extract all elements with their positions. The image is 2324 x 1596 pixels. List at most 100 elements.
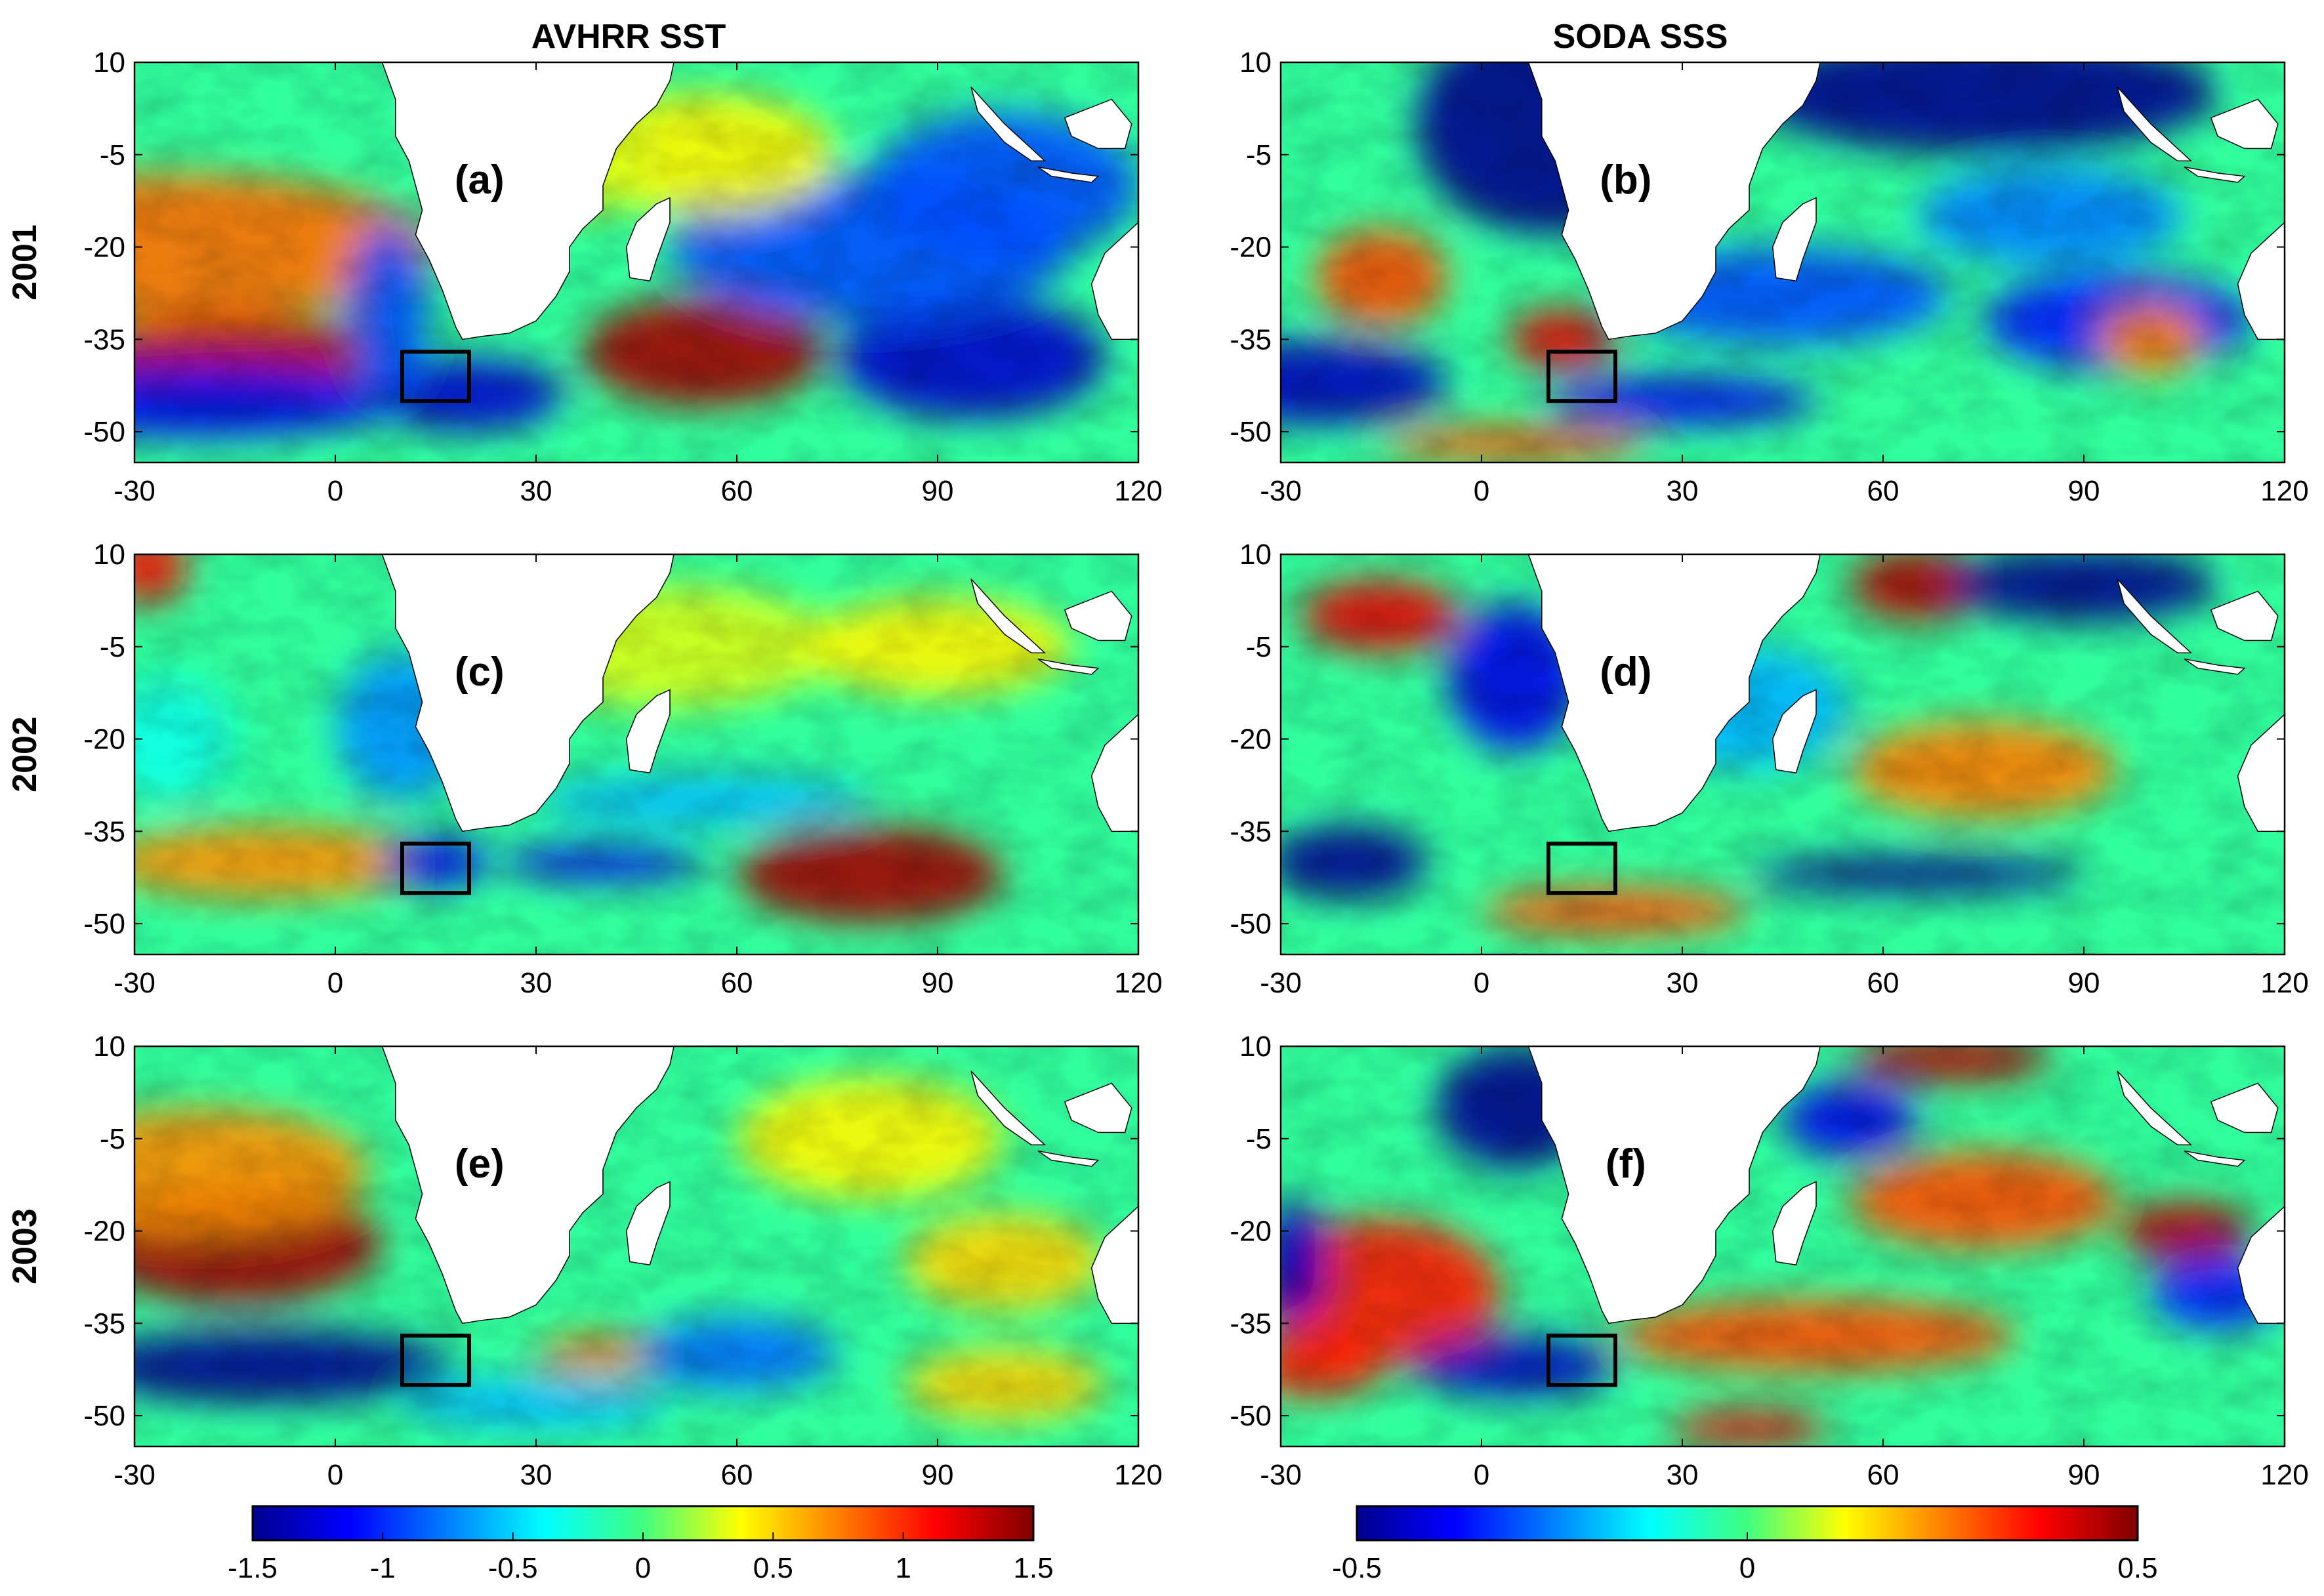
lon-tick-label: 0 (1474, 967, 1489, 999)
lon-tick-label: 120 (1114, 967, 1162, 999)
lon-tick-label: 60 (721, 475, 753, 507)
lon-tick-label: 90 (2068, 967, 2100, 999)
study-region-box (400, 842, 471, 895)
lon-tick-label: 0 (327, 967, 343, 999)
lon-tick-label: 0 (1474, 475, 1489, 507)
panel-label: (c) (455, 649, 505, 695)
study-region-box (1546, 842, 1617, 895)
lat-tick-label: -35 (1230, 815, 1272, 848)
panel-e: (e) -30 0 30 60 90 120 10 -5 -20 -35 -50 (83, 1031, 1162, 1491)
colorbar-tick-label: 0.5 (753, 1552, 793, 1584)
panel-frame (133, 1045, 1140, 1448)
lat-tick-label: -50 (83, 908, 125, 940)
panel-f: (f) -30 0 30 60 90 120 10 -5 -20 -35 -50 (1230, 1031, 2308, 1491)
lat-tick-label: -20 (1230, 724, 1272, 756)
lon-tick-label: 120 (1114, 475, 1162, 507)
study-region-box (1546, 350, 1617, 403)
lat-tick-label: -20 (1230, 232, 1272, 264)
colorbar-tick-label: -1 (370, 1552, 396, 1584)
lon-tick-label: 90 (2068, 1459, 2100, 1491)
panel-frame (133, 61, 1140, 464)
lon-tick-label: 30 (520, 475, 552, 507)
row-label-2003: 2003 (6, 1208, 44, 1284)
colorbar-tick-label: 0 (1739, 1552, 1755, 1584)
lon-tick-label: 60 (1867, 1459, 1899, 1491)
lat-tick-label: 10 (1239, 47, 1272, 79)
lat-tick-label: -5 (1246, 1123, 1272, 1155)
lon-tick-label: 60 (721, 1459, 753, 1491)
lon-tick-label: 60 (1867, 967, 1899, 999)
colorbar-tick-label: 0.5 (2117, 1552, 2157, 1584)
colorbar-tick-label: -1.5 (228, 1552, 278, 1584)
colorbar-tick-label: -0.5 (1332, 1552, 1382, 1584)
panel-frame (1279, 61, 2286, 464)
panel-label: (a) (455, 157, 505, 203)
lat-tick-label: -5 (100, 631, 125, 663)
study-region-box (400, 1334, 471, 1387)
column-title-sss: SODA SSS (1553, 18, 1728, 56)
panel-frame (1279, 1045, 2286, 1448)
lon-tick-label: 60 (1867, 475, 1899, 507)
lat-tick-label: -35 (1230, 1307, 1272, 1340)
anomaly-field (135, 554, 1138, 954)
column-title-sst: AVHRR SST (531, 18, 726, 56)
lat-tick-label: 10 (1239, 539, 1272, 571)
colorbar-sss-gradient (1356, 1505, 2139, 1542)
panel-label: (e) (455, 1141, 505, 1187)
lat-tick-label: -20 (83, 232, 125, 264)
lon-tick-label: -30 (1260, 475, 1302, 507)
lon-tick-label: 0 (327, 1459, 343, 1491)
lat-tick-label: -35 (83, 815, 125, 848)
lon-tick-label: 90 (922, 967, 954, 999)
panel-frame (1279, 553, 2286, 956)
panel-label: (d) (1600, 649, 1651, 695)
lon-tick-label: 90 (922, 475, 954, 507)
lon-tick-label: 0 (1474, 1459, 1489, 1491)
study-region-box (1546, 1334, 1617, 1387)
anomaly-field (135, 62, 1138, 462)
lat-tick-label: -20 (83, 724, 125, 756)
study-region-box (400, 350, 471, 403)
colorbar-tick-label: -0.5 (488, 1552, 538, 1584)
lat-tick-label: -50 (1230, 908, 1272, 940)
colorbar-tick-label: 1.5 (1013, 1552, 1053, 1584)
lon-tick-label: 30 (520, 967, 552, 999)
colorbar-tick-label: 1 (895, 1552, 911, 1584)
lat-tick-label: 10 (1239, 1031, 1272, 1063)
lat-tick-label: 10 (93, 47, 125, 79)
lat-tick-label: -5 (1246, 631, 1272, 663)
lat-tick-label: -50 (83, 416, 125, 448)
lat-tick-label: -20 (83, 1216, 125, 1248)
anomaly-field (1281, 1046, 2285, 1446)
anomaly-field (1281, 62, 2285, 462)
lon-tick-label: -30 (114, 1459, 156, 1491)
lon-tick-label: 120 (1114, 1459, 1162, 1491)
lon-tick-label: 120 (2260, 1459, 2308, 1491)
lat-tick-label: 10 (93, 539, 125, 571)
colorbar-tick-label: 0 (635, 1552, 651, 1584)
lat-tick-label: -50 (1230, 1400, 1272, 1432)
lon-tick-label: 60 (721, 967, 753, 999)
lon-tick-label: -30 (1260, 967, 1302, 999)
panel-label: (b) (1600, 157, 1651, 203)
row-label-2002: 2002 (6, 716, 44, 792)
lon-tick-label: 30 (1667, 475, 1699, 507)
lat-tick-label: -50 (83, 1400, 125, 1432)
lon-tick-label: 30 (1667, 1459, 1699, 1491)
lon-tick-label: 120 (2260, 967, 2308, 999)
lat-tick-label: -5 (1246, 139, 1272, 171)
lon-tick-label: -30 (114, 475, 156, 507)
lon-tick-label: 90 (2068, 475, 2100, 507)
lon-tick-label: 30 (520, 1459, 552, 1491)
lon-tick-label: -30 (1260, 1459, 1302, 1491)
anomaly-field (135, 1046, 1138, 1446)
row-label-2001: 2001 (6, 224, 44, 300)
lat-tick-label: -5 (100, 1123, 125, 1155)
lat-tick-label: -35 (83, 1307, 125, 1340)
lat-tick-label: -50 (1230, 416, 1272, 448)
lon-tick-label: 0 (327, 475, 343, 507)
panel-b: (b) -30 0 30 60 90 120 10 -5 -20 -35 -50 (1230, 47, 2308, 507)
lat-tick-label: 10 (93, 1031, 125, 1063)
